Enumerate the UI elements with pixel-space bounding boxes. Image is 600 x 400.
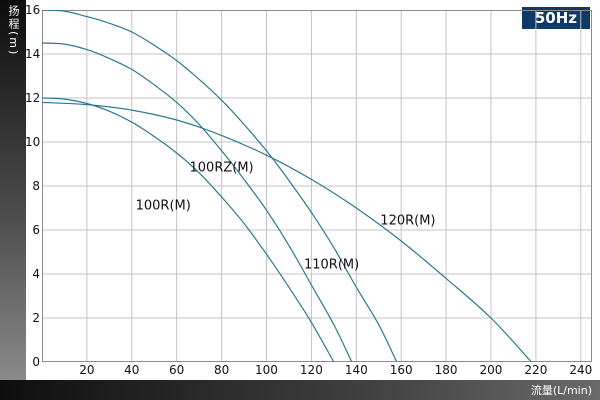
plot-area	[42, 10, 592, 362]
frequency-badge: 50Hz	[521, 7, 590, 29]
x-tick-80: 80	[213, 363, 230, 377]
x-tick-40: 40	[124, 363, 140, 377]
curve-100R(M)	[42, 97, 335, 362]
y-tick-16: 16	[25, 3, 41, 17]
y-axis-title: 扬程(m)	[7, 5, 20, 57]
y-tick-14: 14	[25, 47, 41, 61]
curve-label-120R(M): 120R(M)	[380, 213, 436, 229]
curve-100RZ(M)	[42, 42, 353, 362]
x-tick-120: 120	[299, 363, 323, 377]
x-tick-200: 200	[479, 363, 503, 377]
x-axis-title: 流量(L/min)	[530, 384, 592, 397]
y-tick-10: 10	[25, 135, 41, 149]
curve-label-100R(M): 100R(M)	[135, 198, 191, 214]
y-tick-4: 4	[32, 267, 40, 281]
x-tick-160: 160	[389, 363, 413, 377]
y-axis-bar: 扬程(m)	[0, 0, 26, 380]
y-tick-12: 12	[25, 91, 41, 105]
x-tick-140: 140	[344, 363, 368, 377]
y-tick-0: 0	[32, 355, 40, 369]
x-tick-60: 60	[169, 363, 185, 377]
x-tick-20: 20	[79, 363, 95, 377]
x-tick-100: 100	[255, 363, 278, 377]
plot-border	[42, 10, 592, 362]
curve-110R(M)	[42, 10, 398, 362]
curve-label-100RZ(M): 100RZ(M)	[189, 160, 254, 176]
curve-120R(M)	[42, 101, 532, 362]
y-tick-6: 6	[32, 223, 40, 237]
y-tick-8: 8	[32, 179, 40, 193]
x-axis-bar: 流量(L/min)	[0, 380, 600, 400]
y-tick-2: 2	[32, 311, 40, 325]
curve-label-110R(M): 110R(M)	[303, 257, 360, 273]
x-tick-180: 180	[434, 363, 458, 377]
x-tick-240: 240	[569, 363, 593, 377]
x-tick-220: 220	[524, 363, 548, 377]
